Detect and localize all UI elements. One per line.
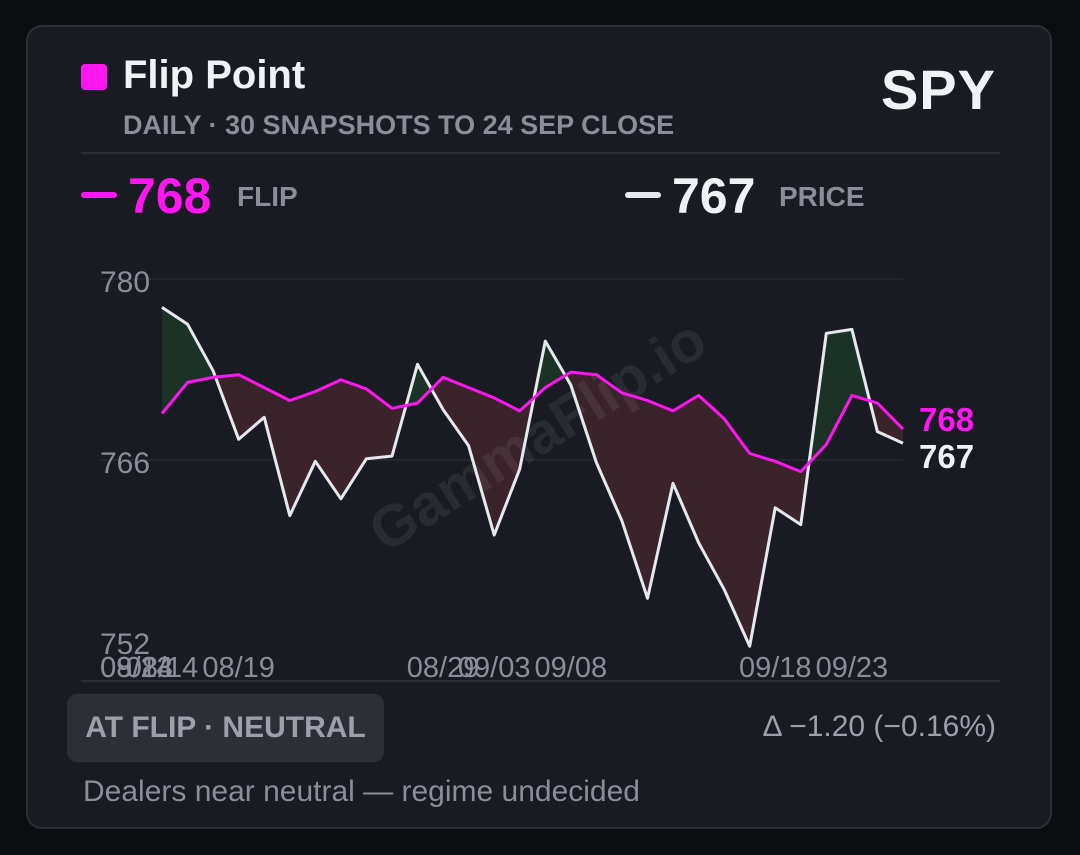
regime-fill-segment <box>238 374 265 440</box>
regime-fill-segment <box>826 329 852 445</box>
regime-fill-segment <box>647 400 674 599</box>
header-divider <box>81 152 1000 154</box>
ticker-symbol: SPY <box>880 58 996 121</box>
regime-fill-segment <box>673 395 699 543</box>
y-tick-label: 752 <box>100 628 150 661</box>
delta-readout: Δ −1.20 (−0.16%) <box>762 710 996 743</box>
x-tick-label: 09/03 <box>458 652 531 684</box>
regime-fill-segment <box>494 397 520 535</box>
flip-value: 768 <box>128 168 212 224</box>
regime-fill-segment <box>698 395 725 590</box>
card-subtitle: DAILY · 30 SNAPSHOTS TO 24 SEP CLOSE <box>123 110 675 140</box>
card-title: Flip Point <box>123 53 306 97</box>
x-tick-label: 09/18 <box>739 652 812 684</box>
price-line <box>161 306 904 648</box>
y-tick-label: 766 <box>100 447 150 480</box>
regime-fill-segment <box>366 388 392 459</box>
x-tick-label: 08/24 <box>100 652 173 684</box>
flip-line-swatch <box>81 192 117 198</box>
y-tick-label: 780 <box>100 266 150 299</box>
chart-bottom-divider <box>81 680 1000 682</box>
regime-fill-segment <box>289 391 316 516</box>
x-tick-label: 08/29 <box>407 652 480 684</box>
regime-fill-segment <box>724 418 750 647</box>
regime-fill-segment <box>417 364 432 404</box>
chart-lines <box>160 306 905 648</box>
flip-line <box>160 370 905 474</box>
regime-fill-segment <box>443 377 469 446</box>
regime-badge: AT FLIP · NEUTRAL <box>67 694 384 762</box>
flip-end-label: 768 <box>919 401 974 438</box>
flip-label: FLIP <box>237 181 298 212</box>
regime-fill-segment <box>596 374 622 521</box>
regime-fill-segment <box>468 387 495 535</box>
regime-note: Dealers near neutral — regime undecided <box>83 775 640 808</box>
regime-fill-segment <box>162 307 188 414</box>
legend-flip: 768 FLIP <box>81 165 341 225</box>
price-value: 767 <box>672 168 756 224</box>
regime-fill-segment <box>749 453 776 647</box>
x-tick-label: 09/13 <box>100 652 173 684</box>
x-tick-label: 09/08 <box>535 652 608 684</box>
legend-price: 767 PRICE <box>625 165 925 225</box>
regime-fill-segment <box>340 379 367 499</box>
x-tick-label: 08/19 <box>202 652 275 684</box>
price-label: PRICE <box>779 181 865 212</box>
x-tick-label: 09/23 <box>816 652 889 684</box>
flip-color-swatch <box>81 64 107 90</box>
flip-point-card: Flip Point SPY DAILY · 30 SNAPSHOTS TO 2… <box>26 25 1052 829</box>
regime-fill-segment <box>621 392 648 599</box>
price-line-swatch <box>625 192 661 198</box>
regime-fill-segment <box>775 461 801 525</box>
price-end-label: 767 <box>919 438 974 475</box>
x-tick-label: 08/14 <box>126 652 199 684</box>
regime-fill-segment <box>545 341 566 388</box>
regime-fill-segment <box>264 387 290 516</box>
